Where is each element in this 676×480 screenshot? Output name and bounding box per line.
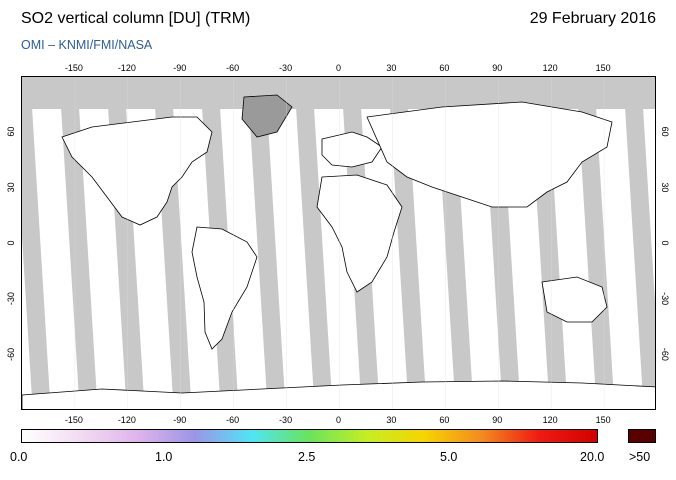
top-lon-ticks: -150 -120 -90 -60 -30 0 30 60 90 120 150 — [65, 63, 611, 73]
lat-tick-right: 0 — [660, 240, 670, 245]
north-polar-no-data — [22, 77, 655, 109]
lon-tick-top: -60 — [226, 63, 239, 73]
orbit-gap-stripe — [578, 107, 614, 399]
orbit-gap-stripe — [296, 107, 332, 399]
colorbar-label-3: 5.0 — [440, 450, 458, 464]
asia — [366, 101, 613, 208]
orbit-gap-stripe — [390, 107, 426, 399]
colorbar-label-2: 2.5 — [298, 450, 316, 464]
lon-tick-top: -120 — [118, 63, 136, 73]
lon-tick-bottom: 120 — [543, 415, 558, 425]
lon-tick-bottom: -90 — [173, 415, 186, 425]
page-title: SO2 vertical column [DU] (TRM) — [21, 10, 251, 27]
colorbar — [21, 429, 598, 443]
lat-tick-left: 30 — [6, 182, 16, 192]
lat-tick-right: -30 — [660, 292, 670, 305]
lon-tick-bottom: 60 — [439, 415, 449, 425]
lon-tick-top: 0 — [336, 63, 341, 73]
orbit-gap-stripe — [249, 107, 285, 399]
lon-tick-bottom: -60 — [226, 415, 239, 425]
lon-tick-bottom: -120 — [118, 415, 136, 425]
continents — [22, 94, 655, 409]
orbit-gap-stripe — [625, 107, 655, 399]
lon-tick-top: 30 — [386, 63, 396, 73]
so2-map — [21, 76, 656, 410]
bottom-lon-ticks: -150 -120 -90 -60 -30 0 30 60 90 120 150 — [65, 415, 611, 425]
lon-tick-top: 90 — [492, 63, 502, 73]
colorbar-overflow-swatch — [628, 429, 656, 443]
lon-tick-bottom: 90 — [492, 415, 502, 425]
colorbar-label-1: 1.0 — [155, 450, 173, 464]
antarctica — [22, 380, 655, 409]
lat-tick-left: -60 — [6, 348, 16, 361]
lon-tick-bottom: 0 — [336, 415, 341, 425]
lon-tick-bottom: -30 — [279, 415, 292, 425]
colorbar-label-5: >50 — [629, 450, 651, 464]
lon-tick-bottom: 150 — [596, 415, 611, 425]
lon-tick-top: 150 — [596, 63, 611, 73]
graticule — [74, 77, 605, 409]
lon-tick-top: 60 — [439, 63, 449, 73]
colorbar-label-0: 0.0 — [10, 450, 28, 464]
lat-tick-left: 0 — [6, 240, 16, 245]
left-lat-ticks: 60 30 0 -30 -60 — [6, 127, 16, 361]
lon-tick-top: 120 — [543, 63, 558, 73]
europe — [321, 131, 383, 168]
right-lat-ticks: 60 30 0 -30 -60 — [660, 127, 670, 361]
lat-tick-right: -60 — [660, 348, 670, 361]
lat-tick-right: 60 — [660, 127, 670, 137]
credit-label: OMI – KNMI/FMI/NASA — [21, 38, 153, 52]
map-canvas — [22, 77, 655, 409]
lon-tick-bottom: -150 — [65, 415, 83, 425]
lon-tick-top: -90 — [173, 63, 186, 73]
lat-tick-right: 30 — [660, 182, 670, 192]
map-axes: -150 -120 -90 -60 -30 0 30 60 90 120 150 -150 -120-… — [6, 63, 670, 425]
lat-tick-left: 60 — [6, 127, 16, 137]
lon-tick-bottom: 30 — [386, 415, 396, 425]
lat-tick-left: -30 — [6, 292, 16, 305]
greenland — [241, 94, 293, 138]
orbit-gap-stripe — [22, 107, 50, 399]
south-america — [191, 226, 258, 350]
africa — [316, 174, 403, 293]
australia — [541, 276, 608, 323]
lon-tick-top: -30 — [279, 63, 292, 73]
lon-tick-top: -150 — [65, 63, 83, 73]
date-label: 29 February 2016 — [529, 10, 656, 27]
north-america — [61, 116, 213, 226]
colorbar-label-4: 20.0 — [580, 450, 605, 464]
orbit-gap-stripe — [61, 107, 97, 399]
